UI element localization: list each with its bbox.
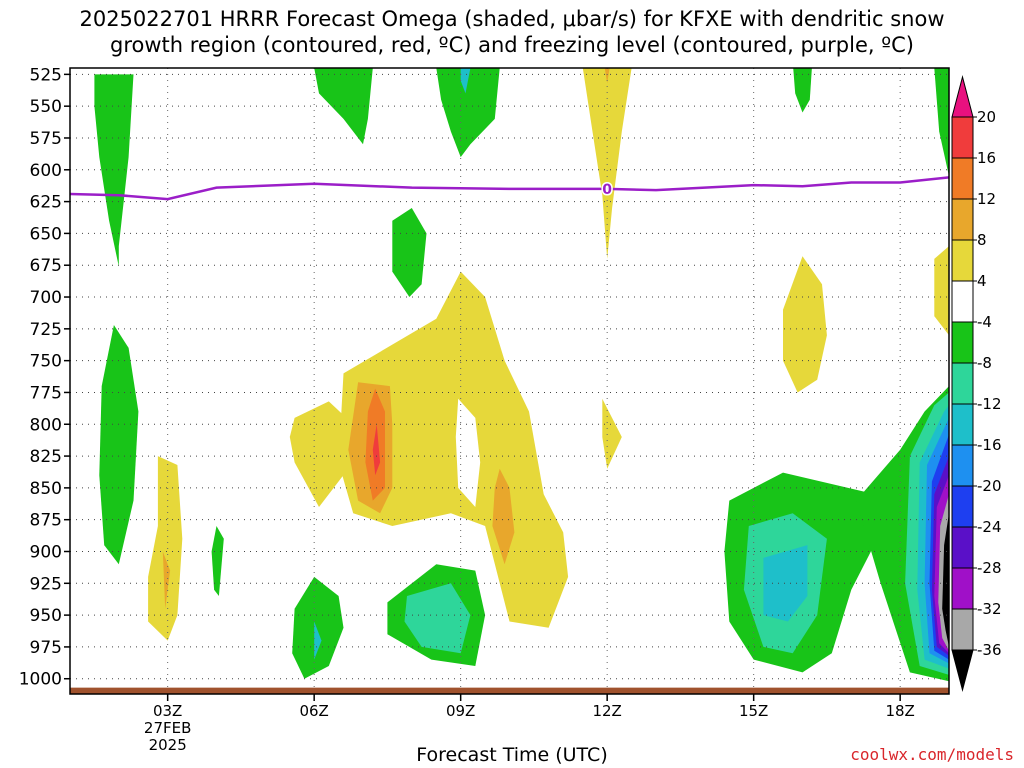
colorbar-segment-m12tom8 [951, 362, 974, 405]
omega-region-21 [492, 468, 515, 565]
omega-region-12 [783, 256, 827, 393]
colorbar-label-4: 4 [977, 272, 987, 290]
y-tick-label-875: 875 [30, 511, 62, 531]
colorbar-segment-12to16 [951, 157, 974, 200]
freezing-level-line [69, 176, 950, 201]
omega-region-9 [793, 68, 812, 113]
omega-region-3 [314, 68, 373, 145]
y-tick-label-975: 975 [30, 638, 62, 658]
colorbar-segment-m20tom16 [951, 444, 974, 487]
colorbar-label-6: -8 [977, 354, 992, 372]
omega-region-11 [934, 246, 949, 336]
x-tick-label-06Z: 06Z [299, 702, 328, 720]
omega-region-10 [934, 68, 949, 177]
y-tick-label-550: 550 [30, 97, 62, 117]
colorbar: 20 16 12 8 4 -4 -8 -12 -16 -20 -24 -28 -32 -36 [951, 75, 1002, 692]
colorbar-label-12: -32 [977, 600, 1002, 618]
x-year-label: 2025 [149, 736, 187, 754]
freezing-level-label: 0 [602, 182, 612, 198]
title-line-1: 2025022701 HRRR Forecast Omega (shaded, … [79, 7, 945, 31]
y-tick-label-825: 825 [30, 447, 62, 467]
colorbar-segment-16to20 [951, 116, 974, 159]
colorbar-label-10: -24 [977, 518, 1002, 536]
omega-region-5 [460, 68, 471, 94]
colorbar-label-9: -20 [977, 477, 1002, 495]
y-tick-label-850: 850 [30, 479, 62, 499]
colorbar-segment-m16tom12 [951, 403, 974, 446]
colorbar-segment-m28tom24 [951, 526, 974, 569]
title-line-2: growth region (contoured, red, ºC) and f… [110, 33, 914, 57]
y-tick-label-925: 925 [30, 574, 62, 594]
colorbar-segment-m24tom20 [951, 485, 974, 528]
freezing-level-layer: 0 [69, 176, 950, 201]
grid-lines [70, 68, 949, 694]
x-tick-label-09Z: 09Z [446, 702, 475, 720]
y-tick-label-525: 525 [30, 65, 62, 85]
colorbar-segment-m8tom4 [951, 321, 974, 364]
colorbar-label-5: -4 [977, 313, 992, 331]
y-tick-label-800: 800 [30, 415, 62, 435]
surface-strip [70, 687, 949, 694]
colorbar-label-8: -16 [977, 436, 1002, 454]
y-tick-label-950: 950 [30, 606, 62, 626]
omega-region-25 [292, 576, 344, 679]
omega-region-20 [372, 424, 381, 476]
omega-region-1 [99, 325, 139, 565]
y-tick-label-600: 600 [30, 161, 62, 181]
colorbar-segment-m32tom28 [951, 567, 974, 610]
colorbar-label-11: -28 [977, 559, 1002, 577]
credit-link[interactable]: coolwx.com/models [850, 745, 1014, 764]
y-tick-label-900: 900 [30, 542, 62, 562]
omega-region-7 [604, 68, 610, 84]
y-axis: 525 550 575 600 625 650 675 700 725 750 775 800 825 8… [19, 65, 70, 690]
colorbar-arrow-top [951, 75, 974, 118]
omega-region-13 [289, 401, 354, 507]
omega-region-22 [602, 398, 622, 469]
colorbar-segment-m36tom32 [951, 608, 974, 651]
y-tick-label-650: 650 [30, 224, 62, 244]
y-tick-label-775: 775 [30, 383, 62, 403]
omega-region-24 [404, 583, 471, 654]
y-tick-label-1000: 1000 [19, 670, 62, 690]
x-date-label: 27FEB [144, 719, 191, 737]
chart-title: 2025022701 HRRR Forecast Omega (shaded, … [0, 6, 1024, 58]
omega-region-15 [162, 551, 171, 609]
omega-region-14 [148, 456, 183, 641]
y-tick-label-675: 675 [30, 256, 62, 276]
y-tick-label-725: 725 [30, 320, 62, 340]
colorbar-label-7: -12 [977, 395, 1002, 413]
x-tick-label-15Z: 15Z [739, 702, 768, 720]
y-tick-label-625: 625 [30, 193, 62, 213]
colorbar-arrow-bottom [951, 649, 974, 692]
y-tick-label-700: 700 [30, 288, 62, 308]
x-axis-label: Forecast Time (UTC) [416, 744, 608, 766]
colorbar-label-3: 8 [977, 231, 987, 249]
omega-region-8 [392, 208, 427, 297]
x-tick-label-03Z: 03Z [153, 702, 182, 720]
colorbar-label-0: 20 [977, 108, 996, 126]
x-tick-label-12Z: 12Z [592, 702, 621, 720]
y-tick-label-575: 575 [30, 129, 62, 149]
y-tick-label-750: 750 [30, 352, 62, 372]
omega-region-0 [94, 74, 134, 267]
colorbar-segment-8to12 [951, 198, 974, 241]
omega-region-38 [942, 513, 949, 647]
colorbar-segment-m4to4 [951, 280, 974, 323]
omega-region-29 [763, 545, 808, 622]
colorbar-segment-4to8 [951, 239, 974, 282]
omega-region-6 [582, 68, 632, 259]
plot-frame [69, 67, 950, 695]
x-tick-label-18Z: 18Z [885, 702, 914, 720]
omega-shading [94, 68, 949, 682]
omega-region-2 [211, 526, 224, 596]
colorbar-label-2: 12 [977, 190, 996, 208]
omega-region-26 [314, 621, 322, 660]
colorbar-label-13: -36 [977, 641, 1002, 659]
colorbar-label-1: 16 [977, 149, 996, 167]
omega-region-4 [436, 68, 500, 158]
omega-region-17 [455, 398, 481, 507]
